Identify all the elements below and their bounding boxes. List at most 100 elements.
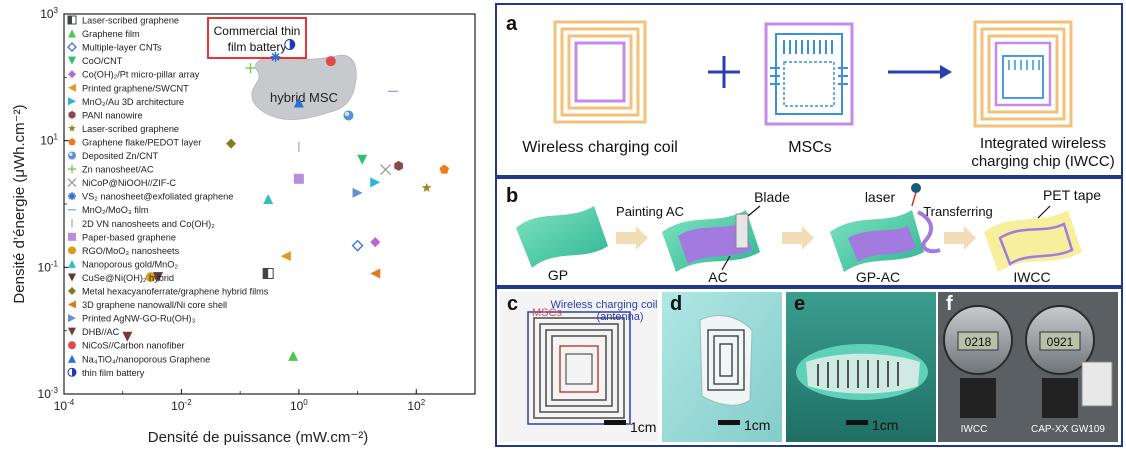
photo-panels: c MSCs Wireless charging coil (antenna) … <box>495 287 1123 447</box>
axis-ticks: 10-4 10-2 100 102 10-3 10-1 101 103 <box>38 6 476 413</box>
legend-label: Deposited Zn/CNT <box>82 151 158 161</box>
legend-item: RGO/MoO₃ nanosheets <box>68 246 180 256</box>
caption-iwcc-1: Integrated wireless <box>980 135 1106 152</box>
legend-label: Laser-scribed graphene <box>82 124 179 134</box>
legend-item: NiCoP@NiOOH//ZIF-C <box>67 178 176 188</box>
x-tick-label: 10-2 <box>171 398 192 413</box>
arrow-right-icon <box>888 65 952 79</box>
legend-label: Zn nanosheet/AC <box>82 165 154 175</box>
marker-star <box>68 124 76 132</box>
marker-circle <box>145 272 156 283</box>
marker-star <box>421 182 432 192</box>
label-painting-ac: Painting AC <box>616 204 684 219</box>
marker-circle <box>68 246 76 255</box>
ac-layer <box>678 222 752 264</box>
legend-item: Nanoporous gold/MnO₂ <box>68 259 178 269</box>
marker-triangle-down <box>68 327 76 336</box>
photo-f: 0218 0921 f IWCC CAP-XX GW109 <box>938 292 1118 442</box>
legend-item: Zn nanosheet/AC <box>68 165 154 175</box>
legend-label: 3D graphene nanowall/Ni core shell <box>82 300 227 310</box>
legend-label: Printed AgNW-GO-Ru(OH)₃ <box>82 314 196 324</box>
legend-label: DHB//AC <box>82 327 120 337</box>
marker-diamond-open <box>351 239 364 252</box>
legend-label: NiCoP@NiOOH//ZIF-C <box>82 178 176 188</box>
panel-a-frame <box>495 3 1123 177</box>
label-ac: AC <box>708 269 727 285</box>
data-markers <box>122 38 450 361</box>
photo-e: e 1cm <box>786 292 936 442</box>
marker-triangle-down <box>153 272 164 283</box>
legend-item: Na₄TiO₄/nanoporous Graphene <box>68 354 210 364</box>
legend-item: CuSe@Ni(OH)₂ hybrid <box>68 273 174 283</box>
marker-triangle-down <box>68 56 76 65</box>
marker-triangle-up <box>68 29 76 38</box>
callout-line-1: Commercial thin <box>214 24 301 38</box>
arrow-icon <box>616 226 648 250</box>
x-tick-label: 100 <box>290 398 308 413</box>
x-axis-label: Densité de puissance (mW.cm⁻²) <box>148 429 368 446</box>
peeled-pattern <box>917 210 941 254</box>
legend-label: Nanoporous gold/MnO₂ <box>82 259 178 269</box>
photo-d: d 1cm <box>662 292 782 442</box>
legend-label: PANI nanowire <box>82 110 143 120</box>
ragone-chart: hybrid MSC Commercial thin film battery … <box>0 0 490 450</box>
marker-asterisk <box>270 51 281 62</box>
scale-e: 1cm <box>872 417 898 433</box>
legend-item: Paper-based graphene <box>68 232 176 242</box>
marker-triangle-down <box>68 273 76 282</box>
marker-cross <box>67 178 77 188</box>
marker-diamond <box>370 237 381 248</box>
y-tick-label: 10-1 <box>38 259 59 274</box>
plus-icon <box>708 56 740 88</box>
legend-label: NiCoS//Carbon nanofiber <box>82 341 185 351</box>
panel-c-letter: c <box>507 293 518 315</box>
gp-sheet <box>516 206 608 268</box>
meter-reading-2: 0921 <box>1047 335 1074 349</box>
marker-halfsquare <box>67 15 77 25</box>
legend-label: 2D VN nanosheets and Co(OH)₂ <box>82 219 215 229</box>
legend-label: Graphene flake/PEDOT layer <box>82 137 201 147</box>
legend-label: Metal hexacyanoferrate/graphene hybrid f… <box>82 287 269 297</box>
marker-pentagon <box>68 137 76 146</box>
marker-square <box>68 232 76 241</box>
label-pet-tape: PET tape <box>1043 187 1101 203</box>
legend-label: Laser-scribed graphene <box>82 16 179 26</box>
label-coil-photo-2: (antenna) <box>596 311 643 323</box>
panel-b-letter: b <box>506 185 518 207</box>
marker-triangle-right <box>68 97 76 106</box>
marker-triangle-up <box>68 259 76 268</box>
marker-square <box>293 173 304 184</box>
marker-triangle-down <box>122 331 133 342</box>
legend-item: 3D graphene nanowall/Ni core shell <box>68 300 227 310</box>
legend-label: thin film battery <box>82 368 145 378</box>
legend-item: NiCoS//Carbon nanofiber <box>68 341 185 351</box>
marker-triangle-up <box>293 97 304 108</box>
label-mscs-photo: MSCs <box>532 307 562 319</box>
marker-plus <box>68 165 76 174</box>
laser-head <box>911 183 921 193</box>
caption-capxx: CAP-XX GW109 <box>1031 424 1105 435</box>
marker-triangle-right <box>370 177 381 188</box>
legend-label: VS₂ nanosheet@exfoliated graphene <box>82 192 233 202</box>
caption-wireless-coil: Wireless charging coil <box>522 139 678 156</box>
legend-label: Paper-based graphene <box>82 232 176 242</box>
legend-label: MnO₂/MoO₃ film <box>82 205 149 215</box>
patterned-ac <box>848 226 916 262</box>
marker-triangle-right <box>352 187 363 198</box>
marker-circle-shaded <box>68 151 76 160</box>
msc-drawing <box>764 22 854 126</box>
legend-label: Co(OH)₂/Pt micro-pillar array <box>82 70 200 80</box>
panel-e-letter: e <box>794 293 805 315</box>
marker-diamond <box>68 70 76 79</box>
marker-circle <box>325 56 336 67</box>
panel-f-letter: f <box>946 293 953 315</box>
y-tick-label: 103 <box>40 6 58 21</box>
legend-item: Metal hexacyanoferrate/graphene hybrid f… <box>68 287 269 297</box>
marker-hexagon <box>68 110 76 119</box>
y-tick-label: 101 <box>40 133 58 148</box>
commercial-callout-box <box>207 17 307 59</box>
legend-label: CoO/CNT <box>82 56 123 66</box>
marker-circle <box>68 341 76 350</box>
label-laser: laser <box>865 189 896 205</box>
